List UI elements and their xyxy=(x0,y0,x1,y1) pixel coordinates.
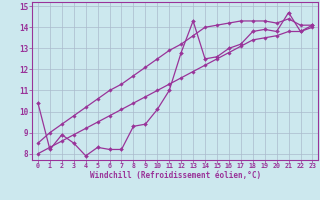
X-axis label: Windchill (Refroidissement éolien,°C): Windchill (Refroidissement éolien,°C) xyxy=(90,171,261,180)
